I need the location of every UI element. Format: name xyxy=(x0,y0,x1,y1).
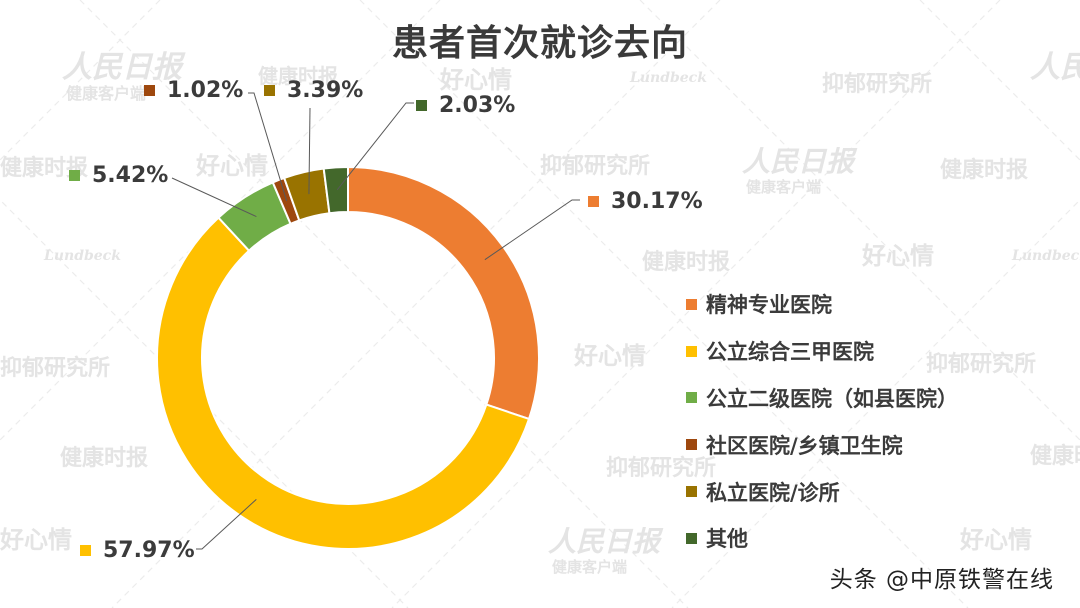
label-swatch xyxy=(69,170,80,181)
legend-swatch xyxy=(686,298,697,310)
legend-item-tertiary: 公立综合三甲医院 xyxy=(686,328,958,375)
label-swatch xyxy=(144,85,155,96)
legend-label: 精神专业医院 xyxy=(706,293,832,318)
leader-line xyxy=(196,499,257,550)
data-label-other: 2.03% xyxy=(416,93,515,118)
legend-label: 其他 xyxy=(706,527,748,552)
legend-item-psychiatric: 精神专业医院 xyxy=(686,281,958,328)
data-label-community: 1.02% xyxy=(144,78,243,103)
label-swatch xyxy=(264,85,275,96)
data-label-private: 3.39% xyxy=(264,78,363,103)
leader-line xyxy=(171,177,257,218)
label-value: 3.39% xyxy=(287,78,364,103)
label-value: 5.42% xyxy=(92,163,169,188)
legend-swatch xyxy=(686,486,697,498)
data-label-tertiary: 57.97% xyxy=(80,538,195,563)
chart-title: 患者首次就诊去向 xyxy=(391,23,688,64)
legend-swatch xyxy=(686,532,697,544)
donut-slice xyxy=(156,216,531,550)
label-value: 2.03% xyxy=(439,93,516,118)
legend-label: 私立医院/诊所 xyxy=(706,480,840,505)
leader-line xyxy=(336,102,414,191)
legend-swatch xyxy=(686,392,697,404)
legend-label: 社区医院/乡镇卫生院 xyxy=(706,433,903,458)
legend-item-secondary: 公立二级医院（如县医院） xyxy=(686,375,958,422)
label-swatch xyxy=(588,196,599,207)
legend-item-other: 其他 xyxy=(686,515,958,562)
label-value: 57.97% xyxy=(103,538,195,563)
legend-label: 公立二级医院（如县医院） xyxy=(706,386,958,411)
legend-swatch xyxy=(686,439,697,451)
donut-slice xyxy=(322,165,349,215)
chart-legend: 精神专业医院 公立综合三甲医院 公立二级医院（如县医院） 社区医院/乡镇卫生院 … xyxy=(686,281,958,562)
legend-label: 公立综合三甲医院 xyxy=(706,340,874,365)
label-value: 30.17% xyxy=(611,189,703,214)
leader-lines xyxy=(171,92,580,550)
source-credit: 头条 @中原铁警在线 xyxy=(829,567,1054,593)
data-label-psychiatric: 30.17% xyxy=(588,189,703,214)
donut-slice xyxy=(347,165,540,421)
legend-swatch xyxy=(686,345,697,357)
donut-slices xyxy=(156,165,540,550)
legend-item-private: 私立医院/诊所 xyxy=(686,468,958,515)
label-swatch xyxy=(416,100,427,111)
leader-line xyxy=(248,92,288,202)
data-label-secondary: 5.42% xyxy=(69,163,168,188)
label-value: 1.02% xyxy=(167,78,244,103)
legend-item-community: 社区医院/乡镇卫生院 xyxy=(686,421,958,468)
leader-line xyxy=(484,199,580,261)
leader-line xyxy=(308,107,311,195)
label-swatch xyxy=(80,545,91,556)
